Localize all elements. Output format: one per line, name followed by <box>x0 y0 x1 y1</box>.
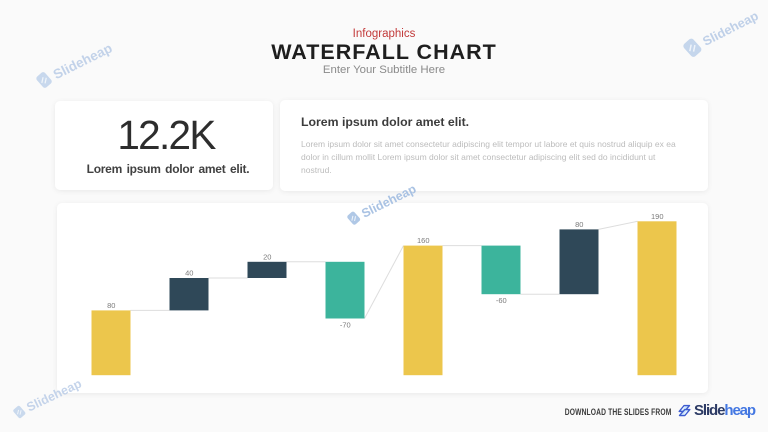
svg-text:190: 190 <box>651 212 664 221</box>
svg-text:20: 20 <box>263 252 271 261</box>
svg-text:160: 160 <box>417 236 430 245</box>
svg-text:40: 40 <box>185 269 193 278</box>
svg-text:80: 80 <box>107 301 115 310</box>
svg-text:-60: -60 <box>496 296 507 305</box>
svg-text:80: 80 <box>575 220 583 229</box>
svg-text:-70: -70 <box>340 321 351 330</box>
